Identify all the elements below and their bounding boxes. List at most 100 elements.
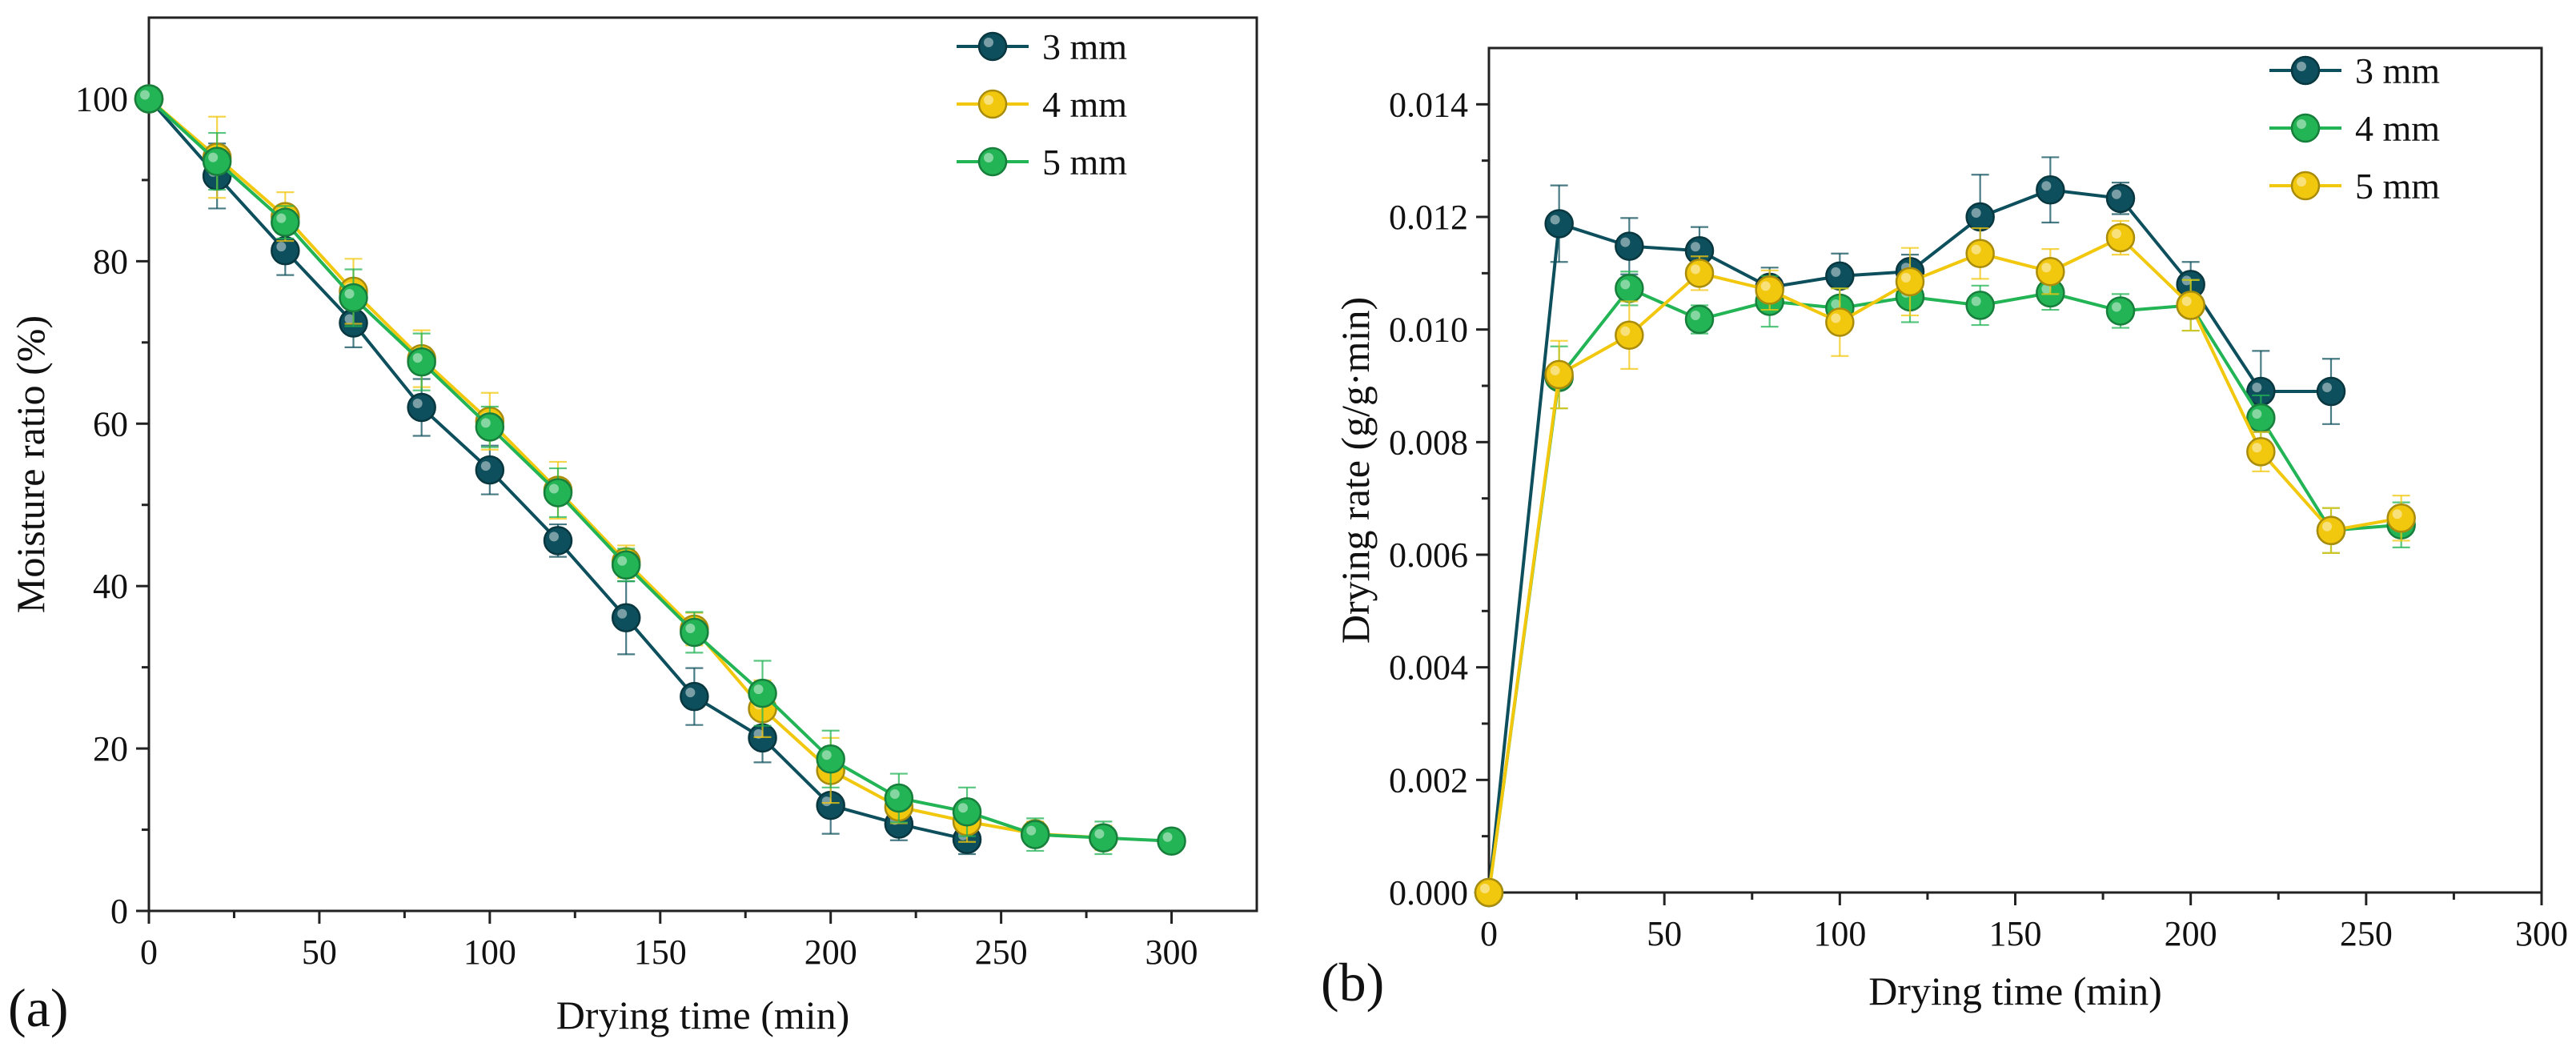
data-point <box>680 617 709 648</box>
data-point-highlight <box>2112 189 2121 199</box>
legend-marker <box>977 31 1008 62</box>
legend-marker-highlight <box>2297 62 2306 71</box>
y-tick-label-b: 0.002 <box>1389 760 1468 800</box>
legend-label: 3 mm <box>1042 26 1127 67</box>
data-point-highlight <box>753 684 764 695</box>
data-point <box>611 603 641 632</box>
x-tick-label-a: 0 <box>140 933 158 972</box>
plot-frame-a <box>147 16 1258 913</box>
data-point-highlight <box>617 556 628 566</box>
data-point <box>1615 274 1644 303</box>
data-point-highlight <box>685 624 696 634</box>
chart-b: 0 50 100 150 200 250 300 0.000 0.002 0.004 0.006 0.… <box>1321 46 2568 1013</box>
y-axis-title-b: Drying rate (g/g·min) <box>1333 297 1378 644</box>
data-point <box>1615 320 1644 350</box>
data-point <box>543 526 573 556</box>
data-point-highlight <box>2112 302 2121 312</box>
data-point-highlight <box>2041 283 2052 294</box>
data-point <box>202 146 232 176</box>
data-point-highlight <box>958 803 969 813</box>
data-point-highlight <box>412 353 423 363</box>
data-point-highlight <box>1550 365 1560 375</box>
data-point-highlight <box>276 213 287 223</box>
legend-marker-highlight <box>2297 177 2306 187</box>
legend-label: 5 mm <box>2355 166 2440 207</box>
data-point <box>1755 275 1784 305</box>
legend-marker <box>2290 170 2321 201</box>
legend-b: 3 mm 4 mm 5 mm <box>2269 50 2440 207</box>
data-point <box>1474 877 1504 908</box>
data-point-highlight <box>2112 229 2121 239</box>
data-point <box>2246 403 2276 433</box>
chart-a: 0 50 100 150 200 250 300 0 20 40 60 80 100 Drying tim… <box>8 16 1258 1038</box>
data-point <box>816 744 845 774</box>
y-tick-label-a: 100 <box>75 79 128 118</box>
data-point-highlight <box>685 688 696 698</box>
legend-a: 3 mm 4 mm 5 mm <box>957 26 1127 183</box>
data-point <box>134 84 164 114</box>
data-point-highlight <box>2252 443 2262 453</box>
legend-marker <box>2290 55 2321 86</box>
y-tick-label-b: 0.014 <box>1389 85 1468 124</box>
data-point-highlight <box>1971 296 1981 307</box>
legend-marker <box>977 89 1008 119</box>
data-point <box>1825 307 1855 337</box>
data-point <box>611 550 641 580</box>
data-point-highlight <box>1760 281 1771 291</box>
data-point <box>1157 826 1186 856</box>
series-b-5mm <box>1474 219 2416 908</box>
x-tick-label-b: 150 <box>1989 914 2042 953</box>
data-point <box>680 681 709 712</box>
y-tick-label-a: 0 <box>110 892 128 931</box>
legend-marker-highlight <box>2297 119 2306 129</box>
series-line <box>147 97 1172 843</box>
data-point-highlight <box>1162 832 1173 842</box>
data-point <box>1544 359 1574 390</box>
data-point <box>748 678 777 708</box>
data-point <box>2386 503 2416 533</box>
data-point-highlight <box>1971 244 1981 255</box>
series-line <box>1487 235 2402 893</box>
legend-marker-highlight <box>984 95 993 105</box>
data-point <box>952 796 982 827</box>
data-point <box>1020 820 1050 849</box>
data-point <box>2036 256 2065 287</box>
data-point <box>2316 515 2346 546</box>
x-tick-label-a: 250 <box>975 933 1028 972</box>
data-point <box>1615 231 1644 261</box>
x-tick-label-a: 100 <box>463 933 516 972</box>
y-tick-label-b: 0.000 <box>1389 873 1468 913</box>
data-point-highlight <box>2392 509 2402 519</box>
data-point <box>1684 304 1715 335</box>
data-point <box>339 283 368 313</box>
legend-marker-highlight <box>984 38 993 47</box>
data-point-highlight <box>412 398 423 408</box>
data-point-highlight <box>2322 521 2332 532</box>
data-point <box>2246 437 2276 467</box>
data-point-highlight <box>821 750 832 760</box>
data-point-highlight <box>276 242 287 252</box>
data-point-highlight <box>2181 296 2192 307</box>
data-point <box>1965 291 1995 320</box>
data-point-highlight <box>1480 884 1490 893</box>
data-point <box>1544 209 1574 239</box>
data-point <box>271 207 300 237</box>
data-point <box>1684 259 1715 288</box>
data-point-highlight <box>1831 313 1841 323</box>
legend-marker <box>977 146 1008 177</box>
data-point-highlight <box>480 461 491 471</box>
x-tick-label-b: 300 <box>2515 914 2568 953</box>
y-tick-label-b: 0.008 <box>1389 423 1468 462</box>
data-point-highlight <box>344 314 355 324</box>
data-point <box>1965 239 1995 268</box>
data-point <box>2105 223 2136 253</box>
data-point-highlight <box>617 608 628 619</box>
data-point <box>1965 202 1995 232</box>
data-point-highlight <box>1971 208 1981 218</box>
y-axis-title-a: Moisture ratio (%) <box>8 315 53 613</box>
data-point <box>475 412 505 442</box>
series-a-4mm <box>134 84 1118 852</box>
data-point-highlight <box>549 532 560 542</box>
data-point-highlight <box>1691 242 1700 252</box>
y-tick-label-a: 40 <box>93 567 128 606</box>
